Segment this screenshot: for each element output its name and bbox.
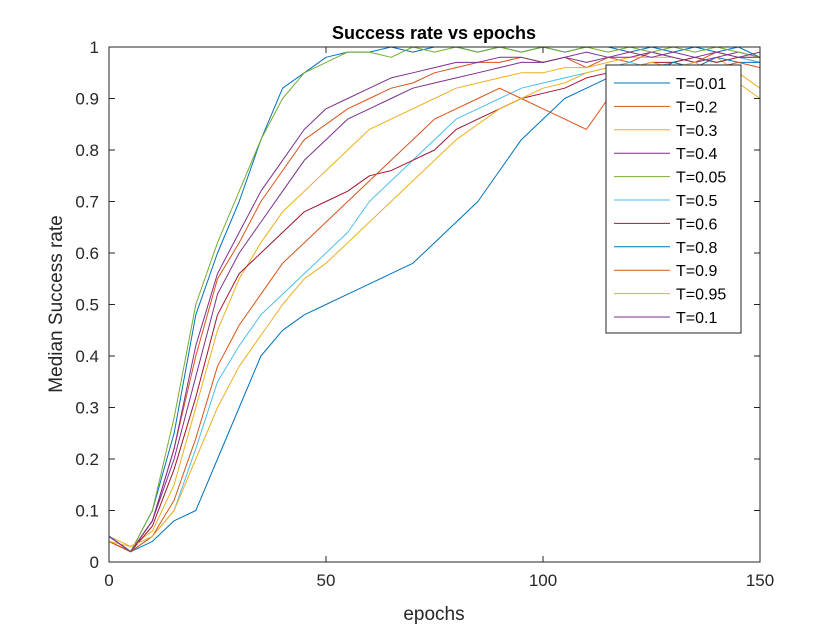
x-axis-ticks: 0 50 100 150 [104, 47, 774, 590]
y-tick-label: 0.5 [75, 296, 99, 315]
legend-label: T=0.4 [676, 146, 717, 163]
y-tick-label: 0 [90, 553, 99, 572]
y-tick-label: 0.6 [75, 244, 99, 263]
x-tick-label: 150 [746, 571, 774, 590]
legend-box [605, 64, 742, 334]
legend-entries: T=0.01 T=0.2 T=0.3 T=0.4 T=0.05 T=0.5 T=0.6 T=0… [614, 76, 726, 327]
y-tick-label: 0.3 [75, 399, 99, 418]
legend-label: T=0.9 [676, 263, 717, 280]
legend-label: T=0.5 [676, 193, 717, 210]
legend-label: T=0.2 [676, 99, 717, 116]
legend-label: T=0.1 [676, 310, 717, 327]
y-tick-label: 0.7 [75, 193, 99, 212]
y-axis-ticks: 0 0.1 0.2 0.3 0.4 0.5 0.6 0.7 0.8 0.9 1 [75, 38, 760, 572]
y-tick-label: 0.8 [75, 141, 99, 160]
legend-label: T=0.6 [676, 216, 717, 233]
x-tick-label: 0 [104, 571, 113, 590]
x-tick-label: 100 [529, 571, 557, 590]
y-tick-label: 0.9 [75, 90, 99, 109]
legend-label: T=0.95 [676, 287, 726, 304]
legend-label: T=0.3 [676, 123, 717, 140]
x-axis-label: epochs [403, 604, 464, 625]
legend-label: T=0.05 [676, 170, 726, 187]
y-tick-label: 0.2 [75, 450, 99, 469]
legend-label: T=0.01 [676, 76, 726, 93]
y-tick-label: 0.1 [75, 502, 99, 521]
series-line-t-0-1 [108, 51, 761, 553]
x-tick-label: 50 [317, 571, 336, 590]
y-tick-label: 1 [90, 38, 99, 57]
series-line-t-0-05 [108, 46, 761, 553]
chart-title: Success rate vs epochs [332, 23, 536, 43]
legend: T=0.01 T=0.2 T=0.3 T=0.4 T=0.05 T=0.5 T=0.6 T=0… [605, 64, 742, 334]
series-line-t-0-95 [108, 61, 761, 547]
y-tick-label: 0.4 [75, 347, 99, 366]
y-axis-label: Median Success rate [46, 215, 67, 392]
legend-label: T=0.8 [676, 240, 717, 257]
